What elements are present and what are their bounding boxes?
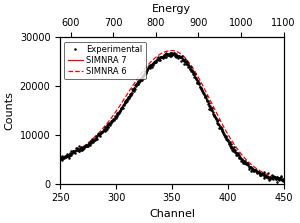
SIMNRA 7 xyxy=(58,158,62,161)
Experimental xyxy=(168,51,172,54)
Experimental xyxy=(192,73,195,76)
SIMNRA 6 xyxy=(170,49,174,52)
SIMNRA 7 xyxy=(234,152,238,154)
Experimental xyxy=(277,177,281,180)
Experimental xyxy=(242,162,245,165)
SIMNRA 6 xyxy=(275,176,279,179)
Experimental xyxy=(281,178,285,181)
X-axis label: Channel: Channel xyxy=(149,209,195,219)
SIMNRA 7 xyxy=(161,55,165,58)
Experimental xyxy=(179,60,183,63)
Legend: Experimental, SIMNRA 7, SIMNRA 6: Experimental, SIMNRA 7, SIMNRA 6 xyxy=(64,42,146,79)
SIMNRA 6 xyxy=(167,50,171,52)
SIMNRA 7 xyxy=(282,178,285,181)
Line: SIMNRA 7: SIMNRA 7 xyxy=(60,54,284,179)
SIMNRA 7 xyxy=(275,177,279,180)
X-axis label: Energy: Energy xyxy=(152,4,191,14)
Experimental xyxy=(166,54,169,57)
SIMNRA 6 xyxy=(234,146,238,149)
SIMNRA 7 xyxy=(275,177,279,180)
Experimental xyxy=(275,180,279,183)
SIMNRA 7 xyxy=(167,53,171,56)
SIMNRA 6 xyxy=(275,176,279,179)
Line: SIMNRA 6: SIMNRA 6 xyxy=(60,51,284,179)
Y-axis label: Counts: Counts xyxy=(4,91,14,130)
Experimental xyxy=(58,156,62,159)
SIMNRA 6 xyxy=(70,153,74,155)
SIMNRA 7 xyxy=(170,53,174,55)
SIMNRA 7 xyxy=(70,152,74,155)
SIMNRA 6 xyxy=(161,51,165,54)
Line: Experimental: Experimental xyxy=(59,51,284,183)
SIMNRA 6 xyxy=(282,178,285,180)
Experimental xyxy=(164,56,168,59)
SIMNRA 6 xyxy=(58,159,62,162)
